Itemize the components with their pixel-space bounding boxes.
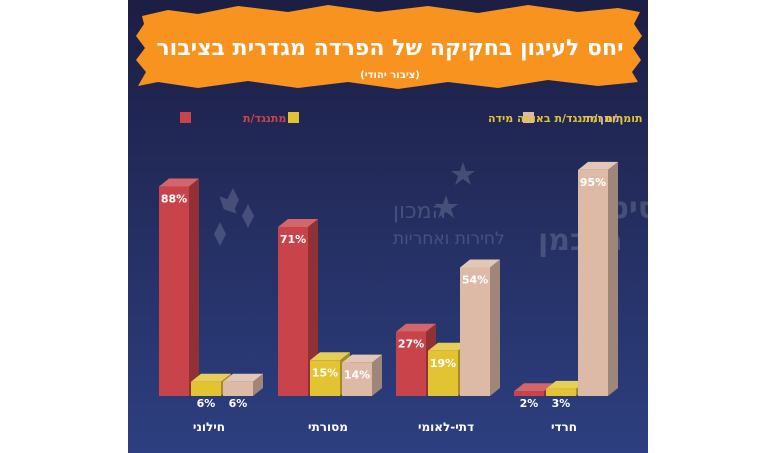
data-label-neutral-3: 6% — [197, 397, 216, 410]
bar-front — [159, 186, 189, 396]
category-label-1: דתי-לאומי — [418, 420, 474, 434]
chart-panel: יחס לעיגון בחקיקה של הפרדה מגדרית בציבור… — [128, 0, 648, 453]
legend-item-neutral: תומך/ת ומתנגד/ת באותה מידה — [288, 112, 643, 125]
legend-swatch-oppose — [180, 112, 191, 123]
university-stars-icon — [434, 162, 475, 218]
bar-front — [514, 391, 544, 396]
bar-side — [490, 259, 500, 396]
category-label-0: חרדי — [551, 420, 577, 434]
legend-item-oppose: מתנגד/ת — [180, 112, 286, 125]
bar-front — [223, 381, 253, 396]
bar-top — [191, 373, 231, 382]
bar-front — [578, 169, 608, 396]
data-label-neutral-0: 3% — [552, 397, 571, 410]
legend: תומך/ת תומך/ת ומתנגד/ת באותה מידה מתנגד/… — [180, 112, 643, 125]
legend-label-neutral: תומך/ת ומתנגד/ת באותה מידה — [488, 112, 643, 125]
legend-label-oppose: מתנגד/ת — [243, 112, 286, 125]
bar-top — [278, 219, 318, 228]
bar-top — [159, 178, 199, 187]
legend-label-support: תומך/ת — [586, 112, 623, 125]
bar-top — [396, 323, 436, 332]
bar-support-3 — [223, 373, 263, 396]
data-label-support-0: 95% — [580, 176, 606, 189]
bar-chart: יחס לעיגון בחקיקה של הפרדה מגדרית בציבור… — [128, 0, 648, 453]
data-label-support-3: 6% — [229, 397, 248, 410]
title-banner — [136, 5, 642, 89]
bar-top — [514, 383, 554, 392]
bar-top — [223, 373, 263, 382]
data-label-oppose-1: 27% — [398, 338, 424, 351]
bar-front — [460, 267, 490, 396]
category-label-2: מסורתי — [308, 420, 348, 434]
bar-support-1 — [460, 259, 500, 396]
bar-side — [608, 161, 618, 396]
bar-oppose-3 — [159, 178, 199, 396]
bar-top — [578, 161, 618, 170]
bar-top — [460, 259, 500, 268]
bar-support-0 — [578, 161, 618, 396]
bar-side — [372, 354, 382, 396]
bar-front — [342, 362, 372, 396]
bar-side — [253, 373, 263, 396]
bar-top — [428, 342, 468, 351]
category-label-3: חילוני — [193, 420, 225, 434]
chart-title: יחס לעיגון בחקיקה של הפרדה מגדרית בציבור — [156, 36, 623, 61]
data-label-support-2: 14% — [344, 369, 370, 382]
bar-top — [342, 354, 382, 363]
data-label-oppose-2: 71% — [280, 233, 306, 246]
data-label-oppose-0: 2% — [520, 397, 539, 410]
data-label-neutral-2: 15% — [312, 366, 338, 379]
bar-support-2 — [342, 354, 382, 396]
bar-oppose-2 — [278, 219, 318, 396]
bar-front — [428, 350, 458, 396]
bar-front — [278, 227, 308, 396]
legend-swatch-support — [523, 112, 534, 123]
category-labels: חרדי דתי-לאומי מסורתי חילוני — [193, 420, 577, 434]
watermark-institute-line1: המכון — [393, 199, 446, 224]
legend-item-support: תומך/ת — [523, 112, 623, 125]
bar-front — [396, 331, 426, 396]
data-label-support-1: 54% — [462, 273, 488, 286]
legend-swatch-neutral — [288, 112, 299, 123]
institute-logo-icon — [214, 188, 254, 246]
watermark-institute-line2: לחירות ואחריות — [393, 229, 505, 249]
bar-front — [310, 360, 340, 396]
bar-side — [308, 219, 318, 396]
bar-front — [191, 381, 221, 396]
data-label-neutral-1: 19% — [430, 357, 456, 370]
data-label-oppose-3: 88% — [161, 193, 187, 206]
bar-top — [546, 380, 586, 389]
bars-layer: 2% 3% 95% 27% 19% 54% 71% 15% 14% 88% 6% 6% — [159, 161, 618, 410]
bar-top — [310, 352, 350, 361]
bar-front — [546, 388, 576, 396]
bar-side — [189, 178, 199, 396]
chart-subtitle: (ציבור יהודי) — [360, 70, 420, 81]
